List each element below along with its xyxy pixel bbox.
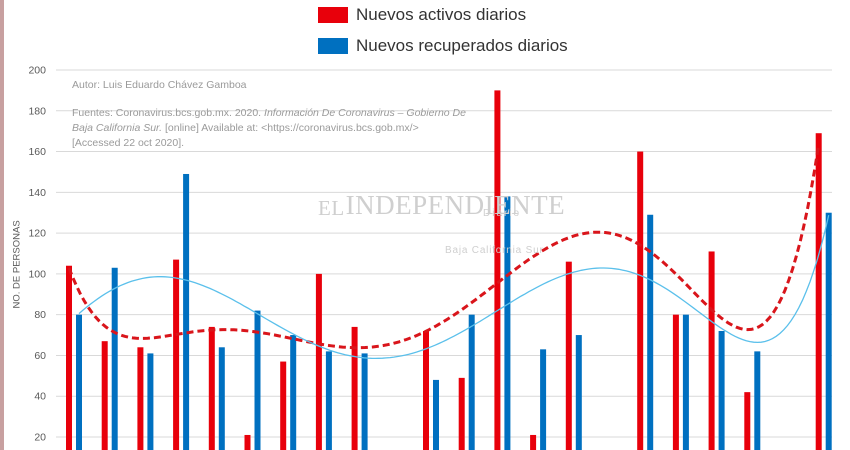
bar-active xyxy=(565,261,572,450)
bar-recovered xyxy=(682,314,689,450)
y-tick-labels: 20 40 60 80 100 120 140 160 180 200 xyxy=(28,65,46,444)
bar-recovered xyxy=(647,214,654,450)
source-citation: Fuentes: Coronavirus.bcs.gob.mx. 2020. I… xyxy=(72,106,467,151)
legend-swatch-recovered xyxy=(318,38,348,54)
bar-active xyxy=(494,90,501,450)
bar-active xyxy=(101,341,108,450)
legend-label-active: Nuevos activos diarios xyxy=(356,5,527,24)
trendlines xyxy=(67,143,830,360)
trendline-recovered xyxy=(78,214,830,360)
y-tick-label: 40 xyxy=(34,391,46,403)
bar-active xyxy=(815,133,822,450)
watermark-name: INDEPENDIENTE xyxy=(345,190,566,220)
legend-item-recovered: Nuevos recuperados diarios xyxy=(318,36,568,56)
watermark-logo: EL INDEPENDIENTE Diario Baja California … xyxy=(318,190,565,256)
bar-active xyxy=(637,151,644,450)
bar-recovered xyxy=(218,347,225,450)
y-tick-label: 20 xyxy=(34,432,46,444)
y-tick-label: 160 xyxy=(28,146,46,158)
bar-recovered xyxy=(540,349,547,450)
bar-active xyxy=(708,251,715,450)
source-title: Información De Coronavirus – Gobierno De… xyxy=(72,107,466,134)
bar-recovered xyxy=(718,330,725,450)
source-prefix: Fuentes: Coronavirus.bcs.gob.mx. 2020. xyxy=(72,107,262,119)
bar-active xyxy=(244,434,251,450)
legend-label-recovered: Nuevos recuperados diarios xyxy=(356,36,568,55)
bar-recovered xyxy=(254,310,261,450)
bar-recovered xyxy=(147,353,154,450)
bar-recovered xyxy=(433,379,439,450)
bar-recovered xyxy=(754,351,761,450)
source-annotation: Autor: Luis Eduardo Chávez Gamboa Fuente… xyxy=(72,78,467,151)
left-border-strip xyxy=(0,0,4,450)
y-tick-label: 180 xyxy=(28,105,46,117)
author-credit: Autor: Luis Eduardo Chávez Gamboa xyxy=(72,79,247,91)
bar-active xyxy=(173,259,180,450)
bar-active xyxy=(208,326,215,450)
bar-recovered xyxy=(325,351,332,450)
y-tick-label: 140 xyxy=(28,187,46,199)
bar-recovered xyxy=(468,314,475,450)
bar-active xyxy=(423,330,429,450)
source-suffix: [online] Available at: <https://coronavi… xyxy=(72,122,419,149)
watermark-region: Baja California Sur xyxy=(445,245,544,256)
y-tick-label: 60 xyxy=(34,350,46,362)
bar-recovered xyxy=(290,335,297,450)
y-tick-label: 80 xyxy=(34,309,46,321)
bar-active xyxy=(744,392,751,450)
bar-active xyxy=(672,314,679,450)
y-tick-label: 200 xyxy=(28,65,46,77)
watermark-logo-text: EL INDEPENDIENTE xyxy=(318,190,565,221)
watermark-prefix: EL xyxy=(318,196,345,220)
legend-swatch-active xyxy=(318,7,348,23)
bar-recovered xyxy=(361,353,368,450)
legend-item-active: Nuevos activos diarios xyxy=(318,5,526,25)
bar-active xyxy=(351,326,358,450)
bar-active xyxy=(280,361,287,450)
y-axis-label: NO. DE PERSONAS xyxy=(11,220,23,309)
watermark-top: Diario xyxy=(483,208,522,219)
bar-active xyxy=(458,377,465,450)
bar-active xyxy=(66,265,72,450)
bars xyxy=(66,90,832,450)
trendline-active xyxy=(67,143,821,350)
y-tick-label: 120 xyxy=(28,228,46,240)
bar-active xyxy=(137,347,144,450)
bar-recovered xyxy=(825,212,832,450)
bar-recovered xyxy=(504,196,511,450)
y-tick-label: 100 xyxy=(28,268,46,280)
bar-recovered xyxy=(76,314,82,450)
bar-active xyxy=(315,273,322,450)
bar-recovered xyxy=(111,267,118,450)
bar-recovered xyxy=(183,173,190,450)
bar-recovered xyxy=(575,335,582,450)
bar-active xyxy=(530,434,537,450)
